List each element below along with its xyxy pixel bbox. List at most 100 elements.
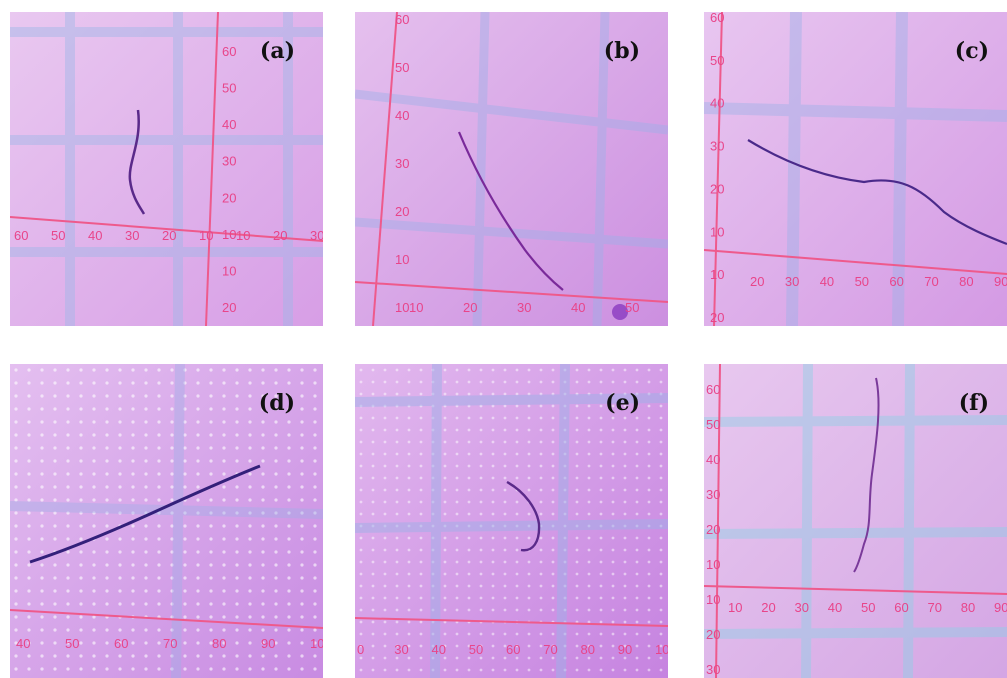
panel-a: 60 50 40 30 20 10 10 20 30 60 50 40 30 20 10 10 20 (a) [10,12,323,326]
scale-tick-label: 10 [395,252,409,267]
scale-tick-label: 20 [710,310,724,325]
scale-tick-label: 50 [861,600,875,615]
fiber-e [506,480,541,552]
fiber-f [853,377,880,573]
scale-tick-label: 20 [710,181,724,196]
scale-tick-label: 50 [469,642,483,657]
scale-tick-label: 50 [710,53,724,68]
panel-label-a: (a) [259,38,295,64]
scale-tick-label: 20 [222,190,236,205]
scale-tick-label: 10 [236,228,250,243]
scale-tick-label: 30 [395,156,409,171]
scale-tick-label: 20 [395,204,409,219]
scale-tick-label: 90 [618,642,632,657]
micrograph-d: 40 50 60 70 80 90 10 [10,364,323,678]
scale-tick-label: 90 [994,600,1007,615]
fiber-b [457,131,564,291]
scale-tick-label: 30 [517,300,531,315]
scale-tick-label: 60 [395,12,409,27]
scale-tick-label: 50 [222,81,236,96]
scale-tick-label: 80 [961,600,975,615]
panel-label-c: (c) [954,38,989,64]
scale-tick-label: 10 [222,263,236,278]
scale-tick-label: 10 [222,227,236,242]
scale-tick-label: 80 [581,642,595,657]
scale-tick-label: 30 [310,228,323,243]
micrograph-f: 10 20 30 40 50 60 70 80 90 60 50 40 30 20 10 10 20 30 [704,364,1007,678]
panel-e: 0 30 40 50 60 70 80 90 100 (e) [355,364,668,678]
scale-tick-label: 10 [395,300,409,315]
scale-tick-label: 60 [706,382,720,397]
scale-tick-label: 80 [959,274,973,289]
micrograph-c: 20 30 40 50 60 70 80 90 60 50 40 30 20 10 10 20 [704,12,1007,326]
scale-tick-label: 40 [706,452,720,467]
panel-c: 20 30 40 50 60 70 80 90 60 50 40 30 20 10 10 20 (c) [704,12,1007,326]
scale-tick-label: 50 [395,60,409,75]
scale-tick-label: 30 [125,228,139,243]
panel-d: 40 50 60 70 80 90 10 (d) [10,364,323,678]
panel-label-f: (f) [958,390,989,416]
scale-tick-label: 30 [222,154,236,169]
scale-tick-label: 50 [51,228,65,243]
scale-tick-label: 90 [261,636,275,651]
scale-tick-label: 90 [994,274,1007,289]
scale-tick-label: 20 [463,300,477,315]
panel-label-b: (b) [603,38,640,64]
scale-tick-label: 20 [222,300,236,315]
scale-tick-label: 30 [710,139,724,154]
scale-tick-label: 60 [889,274,903,289]
scale-tick-label: 80 [212,636,226,651]
scale-tick-label: 70 [924,274,938,289]
scale-tick-label: 0 [357,642,364,657]
scale-tick-label: 40 [820,274,834,289]
panel-b: 10 20 30 40 50 60 50 40 30 20 10 10 (b) [355,12,668,326]
scale-tick-label: 40 [16,636,30,651]
scale-tick-label: 40 [571,300,585,315]
scale-tick-label: 10 [710,224,724,239]
fiber-d [29,464,261,564]
scale-tick-label: 60 [894,600,908,615]
scale-tick-label: 10 [728,600,742,615]
scale-tick-label: 40 [88,228,102,243]
micrograph-e: 0 30 40 50 60 70 80 90 100 [355,364,668,678]
scale-tick-label: 10 [199,228,213,243]
scale-tick-label: 50 [65,636,79,651]
panel-label-e: (e) [605,390,640,416]
scale-tick-label: 40 [222,117,236,132]
scale-tick-label: 30 [795,600,809,615]
scale-tick-label: 50 [625,300,639,315]
panel-f: 10 20 30 40 50 60 70 80 90 60 50 40 30 20 10 10 20 30 (f) [704,364,1007,678]
scale-tick-label: 50 [706,417,720,432]
scale-tick-label: 20 [706,627,720,642]
scale-tick-label: 40 [710,96,724,111]
scale-tick-label: 10 [409,300,423,315]
scale-tick-label: 30 [706,662,720,677]
scale-tick-label: 40 [432,642,446,657]
scale-tick-label: 10 [706,557,720,572]
scale-tick-label: 20 [162,228,176,243]
scale-tick-label: 60 [114,636,128,651]
scale-tick-label: 60 [506,642,520,657]
fiber-a [128,109,146,215]
scale-tick-label: 60 [710,12,724,25]
scale-tick-label: 40 [828,600,842,615]
scale-tick-label: 20 [750,274,764,289]
scale-tick-label: 20 [706,522,720,537]
scale-tick-label: 10 [310,636,323,651]
scale-tick-label: 100 [655,642,668,657]
scale-tick-label: 70 [543,642,557,657]
scale-tick-label: 60 [222,44,236,59]
scale-tick-label: 60 [14,228,28,243]
panel-label-d: (d) [258,390,295,416]
scale-tick-label: 30 [706,487,720,502]
scale-tick-label: 30 [394,642,408,657]
scale-tick-label: 10 [710,267,724,282]
scale-tick-label: 30 [785,274,799,289]
scale-tick-label: 10 [706,592,720,607]
scale-tick-label: 50 [855,274,869,289]
scale-tick-label: 70 [163,636,177,651]
scale-tick-label: 20 [761,600,775,615]
scale-tick-label: 40 [395,108,409,123]
